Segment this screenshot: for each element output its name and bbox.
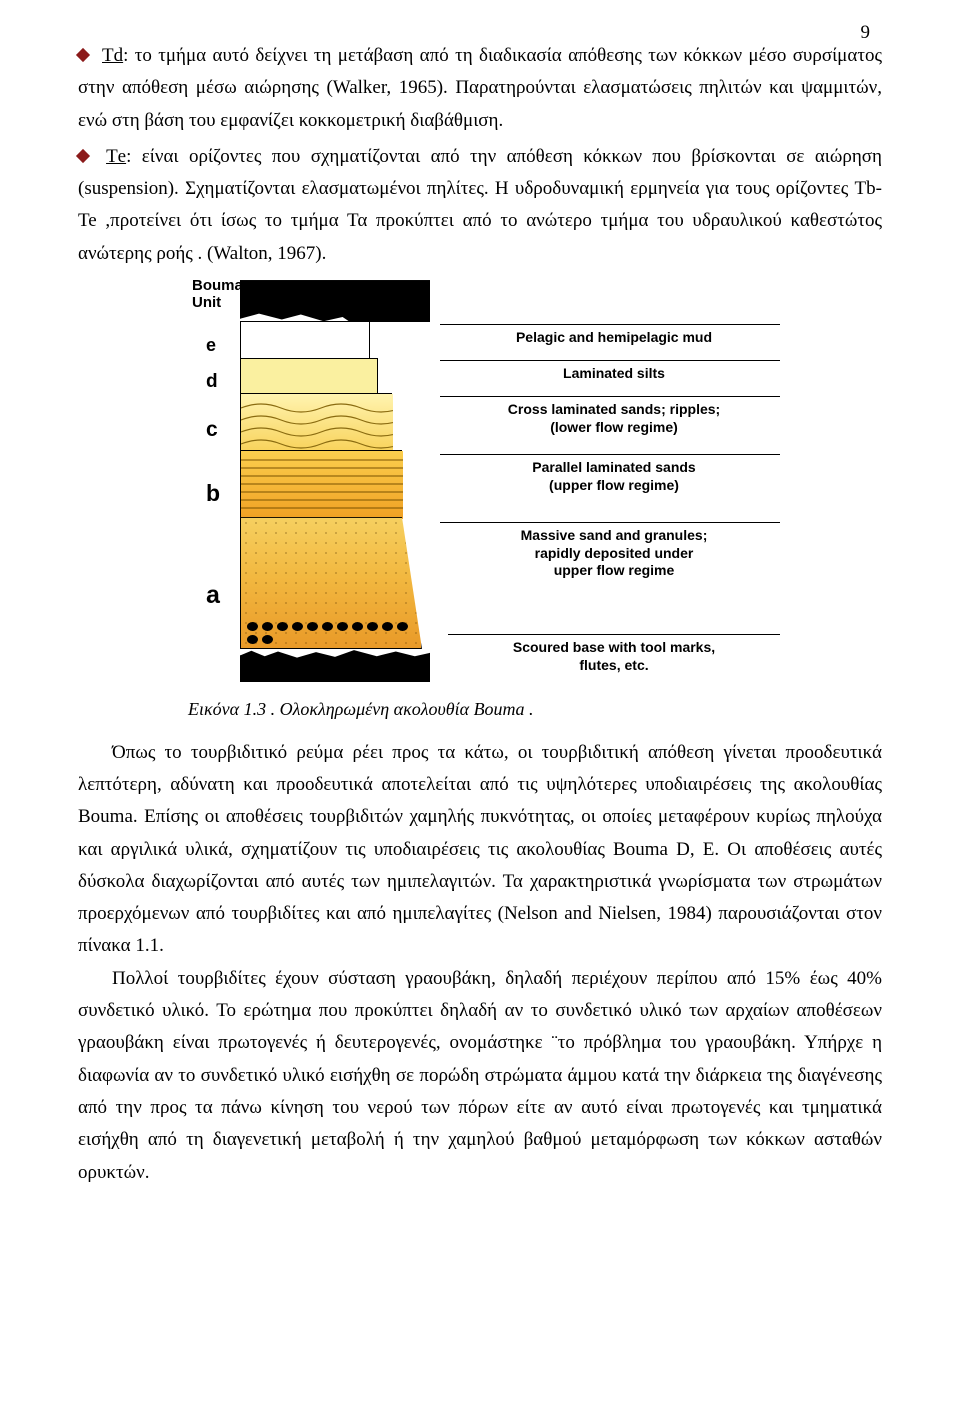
desc-a: Massive sand and granules;rapidly deposi…	[440, 522, 780, 580]
letter-d: d	[206, 366, 218, 398]
layer-b-svg	[241, 451, 403, 519]
paragraph-2: Πολλοί τουρβιδίτες έχουν σύσταση γραουβά…	[78, 963, 882, 1189]
bullet-te-text: : είναι ορίζοντες που σχηματίζονται από …	[78, 146, 882, 264]
desc-b-text: Parallel laminated sands(upper flow regi…	[448, 455, 780, 494]
bullet-td-label: Τd	[102, 45, 123, 66]
letter-c: c	[206, 412, 218, 448]
bullet-te: Τe: είναι ορίζοντες που σχηματίζονται απ…	[78, 141, 882, 270]
bouma-diagram: e d c b a	[180, 280, 780, 680]
desc-b: Parallel laminated sands(upper flow regi…	[440, 454, 780, 494]
desc-c: Cross laminated sands; ripples;(lower fl…	[440, 396, 780, 436]
letter-e: e	[206, 330, 216, 361]
layer-b	[240, 450, 402, 518]
desc-e: Pelagic and hemipelagic mud	[440, 324, 780, 347]
layer-descriptions: Pelagic and hemipelagic mud Laminated si…	[430, 280, 780, 680]
layer-base-black	[240, 648, 430, 682]
layer-a	[240, 517, 422, 649]
layer-c-svg	[241, 394, 393, 452]
layer-c	[240, 393, 392, 451]
desc-d-text: Laminated silts	[448, 361, 780, 383]
desc-base-text: Scoured base with tool marks,flutes, etc…	[448, 634, 780, 674]
layer-e	[240, 321, 370, 359]
desc-e-text: Pelagic and hemipelagic mud	[448, 325, 780, 347]
unit-letters: e d c b a	[180, 280, 240, 680]
bullet-td-text: : το τμήμα αυτό δείχνει τη μετάβαση από …	[78, 45, 882, 131]
letter-a: a	[206, 574, 220, 617]
desc-d: Laminated silts	[440, 360, 780, 383]
bullet-te-label: Τe	[106, 146, 126, 167]
page-number: 9	[861, 22, 871, 44]
page: 9 Τd: το τμήμα αυτό δείχνει τη μετάβαση …	[0, 0, 960, 1415]
letter-b: b	[206, 474, 220, 513]
layer-top-black	[240, 280, 430, 322]
bouma-figure: Bouma Unit e d c b a	[180, 280, 780, 680]
figure-caption: Εικόνα 1.3 . Ολοκληρωμένη ακολουθία Boum…	[188, 694, 882, 725]
paragraph-1: Όπως το τουρβιδιτικό ρεύμα ρέει προς τα …	[78, 737, 882, 963]
layer-d	[240, 358, 378, 394]
layer-a-pebbles	[247, 622, 417, 644]
bullet-diamond-icon	[76, 48, 90, 62]
body-text-block: Τd: το τμήμα αυτό δείχνει τη μετάβαση απ…	[78, 40, 882, 1189]
desc-base: Scoured base with tool marks,flutes, etc…	[440, 634, 780, 674]
strat-column	[240, 280, 430, 680]
bullet-diamond-icon	[76, 149, 90, 163]
bullet-td: Τd: το τμήμα αυτό δείχνει τη μετάβαση απ…	[78, 40, 882, 137]
desc-a-text: Massive sand and granules;rapidly deposi…	[448, 523, 780, 580]
desc-c-text: Cross laminated sands; ripples;(lower fl…	[448, 397, 780, 436]
